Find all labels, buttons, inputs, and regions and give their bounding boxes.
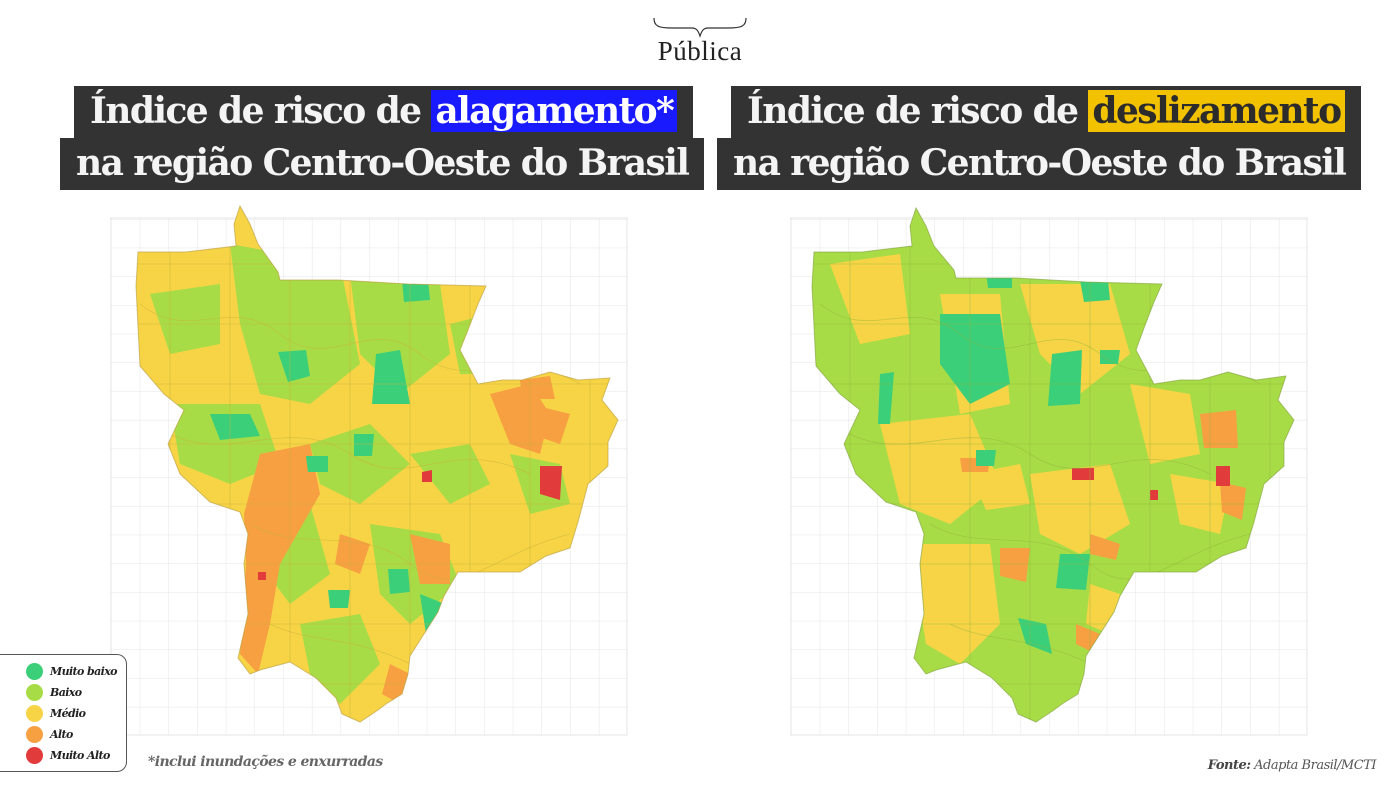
source-value: Adapta Brasil/MCTI (1254, 758, 1376, 773)
title-prefix: Índice de risco de (90, 90, 422, 132)
legend-item-alto: Alto (26, 725, 73, 743)
footnote: *inclui inundações e enxurradas (148, 754, 383, 770)
logo-brace-icon (653, 17, 747, 38)
legend-item-medio: Médio (26, 704, 86, 722)
publica-logo: Pública (640, 14, 760, 66)
title-line-1: Índice de risco de alagamento* (74, 86, 694, 138)
source-credit: Fonte: Adapta Brasil/MCTI (1207, 758, 1377, 773)
title-deslizamento: Índice de risco de deslizamento na regiã… (717, 86, 1362, 190)
legend-dot-icon (26, 704, 43, 722)
title-highlight-deslizamento: deslizamento (1088, 90, 1345, 132)
legend-label: Muito baixo (50, 664, 118, 678)
map-alagamento-svg (109, 204, 628, 736)
legend-label: Muito Alto (50, 748, 110, 762)
legend-dot-icon (26, 662, 43, 680)
legend-dot-icon (26, 683, 43, 701)
map-alagamento (109, 204, 630, 738)
legend-item-muito-baixo: Muito baixo (26, 662, 118, 680)
source-label: Fonte: (1207, 758, 1251, 773)
legend: Muito baixo Baixo Médio Alto Muito Alto (0, 654, 127, 772)
title-highlight-alagamento: alagamento* (431, 90, 678, 132)
legend-dot-icon (26, 725, 43, 743)
title-line-2: na região Centro-Oeste do Brasil (60, 138, 705, 190)
legend-label: Baixo (50, 685, 82, 699)
legend-item-muito-alto: Muito Alto (26, 746, 110, 764)
legend-label: Médio (50, 706, 86, 720)
title-prefix: Índice de risco de (747, 90, 1079, 132)
title-line-1: Índice de risco de deslizamento (731, 86, 1361, 138)
legend-dot-icon (26, 746, 43, 764)
logo-text: Pública (657, 36, 743, 66)
map-deslizamento (789, 204, 1310, 738)
title-line-2: na região Centro-Oeste do Brasil (717, 138, 1362, 190)
map-deslizamento-svg (789, 206, 1308, 736)
legend-label: Alto (50, 727, 73, 741)
title-alagamento: Índice de risco de alagamento* na região… (60, 86, 705, 190)
legend-item-baixo: Baixo (26, 683, 82, 701)
